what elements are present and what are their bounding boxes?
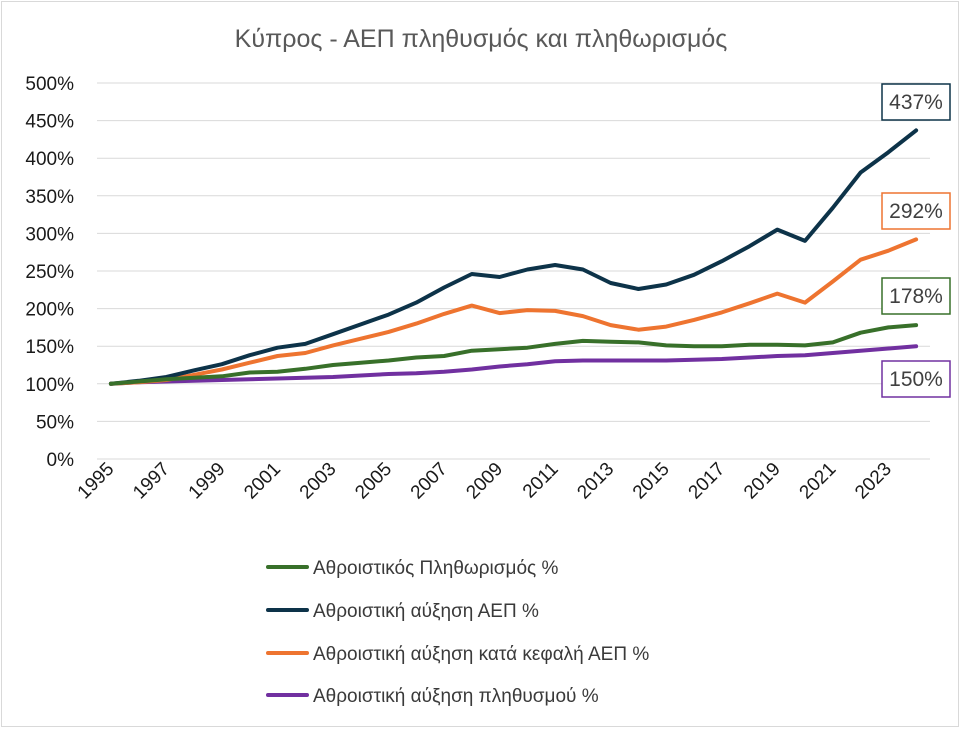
y-tick-label: 150% bbox=[25, 337, 74, 358]
badge-value: 178% bbox=[889, 285, 943, 308]
y-tick-label: 300% bbox=[25, 224, 74, 245]
x-tick-label: 2003 bbox=[296, 459, 341, 504]
x-tick-label: 2009 bbox=[462, 459, 507, 504]
badge-value: 437% bbox=[889, 91, 943, 114]
legend-label: Αθροιστικός Πληθωρισμός % bbox=[313, 558, 558, 579]
x-tick-label: 1997 bbox=[129, 459, 174, 504]
series-line bbox=[108, 344, 919, 386]
y-tick-label: 50% bbox=[36, 412, 74, 433]
badge-value: 292% bbox=[889, 200, 943, 223]
legend-label: Αθροιστική αύξηση ΑΕΠ % bbox=[313, 601, 539, 622]
x-tick-label: 2021 bbox=[796, 459, 841, 504]
series-line bbox=[108, 128, 919, 386]
legend-item: Αθροιστικός Πληθωρισμός % bbox=[266, 558, 558, 579]
x-tick-label: 2011 bbox=[519, 459, 563, 503]
legend-label: Αθροιστική αύξηση πληθυσμού % bbox=[313, 686, 599, 707]
x-tick-label: 2001 bbox=[240, 459, 285, 504]
grid-lines bbox=[97, 82, 930, 460]
legend-item: Αθροιστική αύξηση πληθυσμού % bbox=[266, 686, 599, 707]
x-tick-label: 1999 bbox=[185, 459, 230, 504]
y-axis-ticks: 0% 50% 100% 150% 200% 250% 300% 350% 400% 450% 500… bbox=[25, 74, 74, 471]
y-tick-label: 500% bbox=[25, 74, 74, 95]
badge-value: 150% bbox=[889, 368, 943, 391]
x-tick-label: 2007 bbox=[407, 459, 452, 504]
y-tick-label: 0% bbox=[47, 450, 75, 471]
series-lines bbox=[108, 128, 919, 386]
badge-box bbox=[881, 83, 951, 121]
legend-item: Αθροιστική αύξηση κατά κεφαλή ΑΕΠ % bbox=[266, 644, 649, 665]
badge-box bbox=[881, 360, 951, 398]
legend: Αθροιστικός Πληθωρισμός % Αθροιστική αύξη… bbox=[266, 558, 649, 707]
y-tick-label: 400% bbox=[25, 149, 74, 170]
end-value-badge: 292% bbox=[881, 192, 951, 230]
badge-box bbox=[881, 192, 951, 230]
end-value-badge: 178% bbox=[881, 277, 951, 315]
x-tick-label: 2013 bbox=[573, 459, 618, 504]
badge-box bbox=[881, 277, 951, 315]
x-tick-label: 2017 bbox=[685, 459, 730, 504]
series-line bbox=[108, 323, 919, 386]
y-tick-label: 250% bbox=[25, 262, 74, 283]
y-tick-label: 450% bbox=[25, 112, 74, 133]
series-line bbox=[108, 237, 919, 386]
y-tick-label: 200% bbox=[25, 300, 74, 321]
x-tick-label: 1995 bbox=[74, 459, 119, 504]
x-tick-label: 2015 bbox=[629, 459, 674, 504]
x-tick-label: 2019 bbox=[740, 459, 785, 504]
end-value-labels: 178% 437% 292% 150% bbox=[881, 83, 951, 398]
x-tick-label: 2005 bbox=[351, 459, 396, 504]
chart-title: Κύπρος - ΑΕΠ πληθυσμός και πληθωρισμός bbox=[235, 25, 728, 53]
x-axis-ticks: 1995 1997 1999 2001 2003 2005 2007 2009 2011 2013… bbox=[74, 459, 896, 504]
x-tick-label: 2023 bbox=[851, 459, 896, 504]
legend-label: Αθροιστική αύξηση κατά κεφαλή ΑΕΠ % bbox=[313, 644, 649, 665]
legend-item: Αθροιστική αύξηση ΑΕΠ % bbox=[266, 601, 539, 622]
y-tick-label: 100% bbox=[25, 375, 74, 396]
end-value-badge: 150% bbox=[881, 360, 951, 398]
y-tick-label: 350% bbox=[25, 187, 74, 208]
end-value-badge: 437% bbox=[881, 83, 951, 121]
